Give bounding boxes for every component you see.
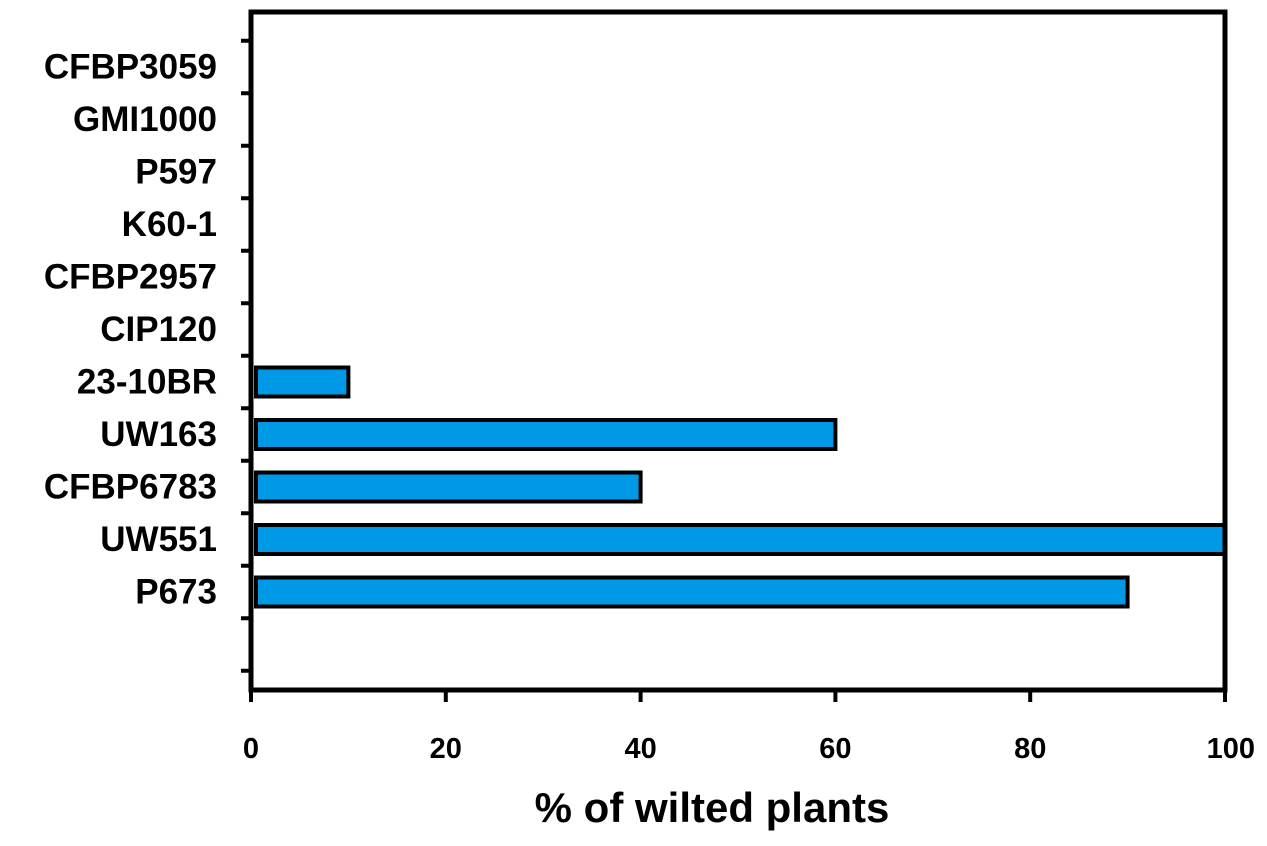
bar-uw551 <box>254 523 1227 556</box>
category-label: GMI1000 <box>73 100 217 139</box>
x-tick-label: 100 <box>1207 733 1255 765</box>
category-label: UW551 <box>100 520 217 559</box>
x-tick-marks <box>249 690 1227 702</box>
bars-group <box>254 365 1227 609</box>
category-label: UW163 <box>100 415 217 454</box>
x-tick-label: 0 <box>243 733 259 765</box>
x-tick-label: 40 <box>624 733 656 765</box>
x-tick-label: 80 <box>1014 733 1046 765</box>
category-label: P597 <box>135 153 217 192</box>
x-tick-labels: 0 20 40 60 80 100 <box>243 733 1255 765</box>
bar-uw163 <box>254 418 838 451</box>
category-label: CFBP6783 <box>44 468 217 507</box>
bar-p673 <box>254 575 1130 609</box>
category-label: CFBP2957 <box>44 258 217 297</box>
x-tick-label: 60 <box>819 733 851 765</box>
category-label: 23-10BR <box>77 363 217 402</box>
category-labels: CFBP3059 GMI1000 P597 K60-1 CFBP2957 CIP120 23… <box>44 48 217 612</box>
category-label: P673 <box>135 573 217 612</box>
bar-23-10br <box>254 365 351 399</box>
bar-cfbp6783 <box>254 470 643 504</box>
x-axis-title: % of wilted plants <box>535 784 890 831</box>
category-label: CIP120 <box>100 310 217 349</box>
category-label: K60-1 <box>122 205 217 244</box>
y-tick-marks <box>241 38 251 673</box>
x-tick-label: 20 <box>430 733 462 765</box>
plot-frame <box>248 9 1228 693</box>
category-label: CFBP3059 <box>44 48 217 87</box>
